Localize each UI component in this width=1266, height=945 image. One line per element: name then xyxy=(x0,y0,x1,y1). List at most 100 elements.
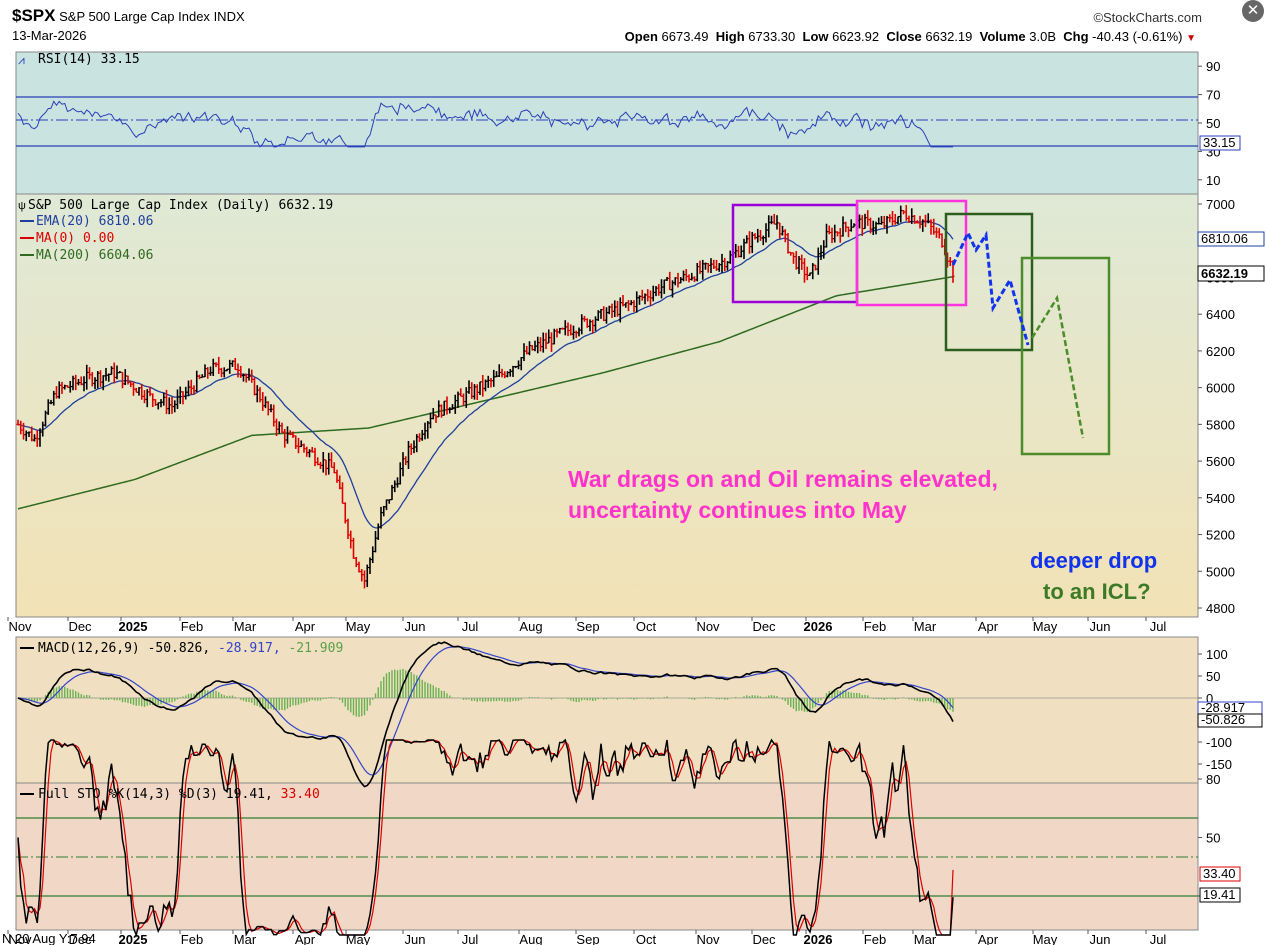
month-label: Jun xyxy=(405,932,426,945)
macd-tick-label: -100 xyxy=(1206,735,1232,750)
deeper-drop-label: deeper drop xyxy=(1030,548,1157,573)
projection-box-dark-green xyxy=(944,212,1034,352)
consolidation-box-magenta xyxy=(855,199,968,307)
ma-200-line xyxy=(17,275,954,510)
volume-value: 3.0B xyxy=(1029,29,1056,44)
macd-panel xyxy=(15,636,1199,784)
macd-tick-label: 50 xyxy=(1206,669,1220,684)
price-bars xyxy=(16,205,955,589)
rsi-panel xyxy=(15,51,1199,195)
chg-label: Chg xyxy=(1063,29,1089,44)
projection-box-green xyxy=(1020,256,1111,456)
month-label: Apr xyxy=(978,619,999,634)
price-tick-label: 6000 xyxy=(1206,381,1235,396)
svg-text:6810.06: 6810.06 xyxy=(1201,231,1248,246)
macd-value-3: -21.909 xyxy=(288,641,343,656)
month-label: May xyxy=(1033,619,1058,634)
ma200-label: MA(200) 6604.06 xyxy=(36,248,153,263)
month-label: Jul xyxy=(462,619,479,634)
month-label: Nov xyxy=(696,619,720,634)
month-axis-bottom: Nov Dec 2025 Feb Mar Apr May Jun Jul Aug Sep Oct Nov… xyxy=(7,930,1166,945)
price-panel xyxy=(15,193,1199,618)
sto-lines xyxy=(17,738,954,938)
macd-value-2: -28.917, xyxy=(218,641,281,656)
svg-text:-50.826: -50.826 xyxy=(1201,712,1245,727)
month-label: May xyxy=(346,932,371,945)
macd-value-tag-2: -50.826 xyxy=(1197,712,1263,728)
month-label: Jul xyxy=(1150,619,1167,634)
svg-text:19.41: 19.41 xyxy=(1203,887,1236,902)
month-label: Mar xyxy=(914,932,937,945)
month-label: Sep xyxy=(576,932,599,945)
close-label: Close xyxy=(886,29,922,44)
price-tick-label: 5800 xyxy=(1206,417,1235,432)
month-label: Feb xyxy=(864,932,886,945)
down-arrow-icon: ▼ xyxy=(1186,33,1196,44)
month-label: May xyxy=(346,619,371,634)
annotation-line-1: War drags on and Oil remains elevated, xyxy=(568,466,998,492)
macd-signal-line xyxy=(17,646,954,776)
sto-axis: 805020 xyxy=(1198,772,1220,904)
sto-tick-label: 50 xyxy=(1206,831,1220,846)
bottom-left-readout: N 20 Aug Y:7.94 xyxy=(2,931,96,945)
rsi-tick-label: 70 xyxy=(1206,88,1220,103)
open-label: Open xyxy=(624,29,658,44)
index-name: S&P 500 Large Cap Index xyxy=(59,9,210,24)
month-label: Mar xyxy=(234,619,257,634)
price-tick-label: 6400 xyxy=(1206,307,1235,322)
price-tick-label: 5400 xyxy=(1206,491,1235,506)
month-label: Oct xyxy=(636,619,657,634)
ema-line xyxy=(17,220,954,529)
price-tick-label: 5200 xyxy=(1206,528,1235,543)
rsi-label: RSI(14) 33.15 xyxy=(38,52,140,67)
symbol: $SPX xyxy=(12,6,56,25)
low-label: Low xyxy=(802,29,829,44)
rsi-mini-icon: ⩘ xyxy=(18,53,25,67)
macd-lines xyxy=(17,641,954,788)
month-label: Feb xyxy=(181,619,203,634)
month-label: 2026 xyxy=(804,619,833,634)
price-tick-label: 6200 xyxy=(1206,344,1235,359)
close-icon[interactable]: ✕ xyxy=(1242,0,1264,22)
rsi-tick-label: 10 xyxy=(1206,173,1220,188)
month-label: Jul xyxy=(462,932,479,945)
volume-label: Volume xyxy=(979,29,1026,44)
chart-title: $SPX S&P 500 Large Cap Index INDX xyxy=(12,6,245,26)
month-label: Aug xyxy=(519,619,542,634)
green-projection-line xyxy=(1030,294,1085,439)
high-label: High xyxy=(715,29,745,44)
ema-label: EMA(20) 6810.06 xyxy=(36,214,153,229)
sto-tick-label: 80 xyxy=(1206,772,1220,787)
rsi-14-line xyxy=(17,100,953,148)
month-label: Feb xyxy=(181,932,203,945)
sto-value-d: 33.40 xyxy=(281,787,320,802)
ma200-line xyxy=(17,275,954,510)
macd-tick-label: -150 xyxy=(1206,757,1232,772)
macd-label: MACD(12,26,9) -50.826, -28.917, -21.909 xyxy=(38,641,343,656)
svg-text:33.40: 33.40 xyxy=(1203,866,1236,881)
month-label: Mar xyxy=(234,932,257,945)
sto-value-tag-1: 33.40 xyxy=(1199,866,1241,882)
macd-tick-label: 100 xyxy=(1206,647,1228,662)
macd-line xyxy=(17,641,954,788)
month-label: Nov xyxy=(8,932,32,945)
low-value: 6623.92 xyxy=(832,29,880,44)
open-value: 6673.49 xyxy=(661,29,709,44)
macd-histogram xyxy=(20,668,954,717)
month-label: Jun xyxy=(405,619,426,634)
high-value: 6733.30 xyxy=(748,29,796,44)
month-label: Apr xyxy=(295,932,316,945)
month-label: 2025 xyxy=(119,619,148,634)
month-axis-middle: Nov Dec 2025 Feb Mar Apr May Jun Jul Aug Sep Oct Nov… xyxy=(7,617,1167,634)
month-label: Dec xyxy=(68,619,92,634)
price-title: S&P 500 Large Cap Index (Daily) 6632.19 xyxy=(28,198,333,213)
macd-value-1: -50.826, xyxy=(148,641,211,656)
month-label: Sep xyxy=(576,619,599,634)
candle-icon: ψ xyxy=(18,200,26,212)
month-label: Feb xyxy=(864,619,886,634)
month-label: Dec xyxy=(752,619,776,634)
month-label: Jun xyxy=(1090,932,1111,945)
month-label: May xyxy=(1033,932,1058,945)
month-label: Apr xyxy=(978,932,999,945)
